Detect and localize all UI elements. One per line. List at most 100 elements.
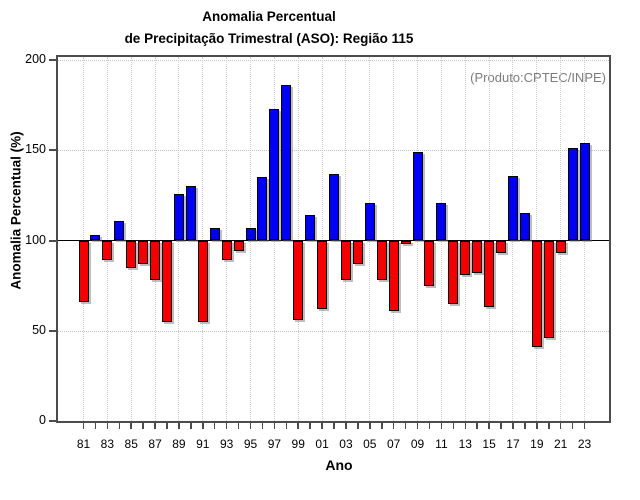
chart-title-line1: Anomalia Percentual [202, 9, 336, 24]
bar-2003 [340, 240, 351, 281]
x-axis-tick [166, 421, 168, 429]
chart-title-line2: de Precipitação Trimestral (ASO): Região… [124, 31, 414, 46]
x-axis-tick [202, 421, 204, 429]
x-tick-label: 07 [386, 437, 401, 451]
bar-2008 [400, 240, 411, 245]
bar-2023 [579, 143, 590, 241]
y-axis-tick [49, 239, 57, 242]
gridline-vertical [345, 57, 347, 421]
x-axis-tick [82, 421, 85, 429]
x-tick-label: 85 [124, 437, 138, 451]
y-tick-label: 200 [25, 52, 46, 66]
y-axis-tick [49, 149, 57, 152]
gridline-vertical [226, 57, 228, 421]
x-axis-tick [213, 421, 216, 429]
x-axis-tick [309, 421, 311, 429]
x-axis-tick [571, 421, 574, 429]
bar-1996 [257, 177, 268, 241]
x-tick-label: 11 [435, 437, 448, 451]
x-axis-tick [225, 421, 228, 429]
x-axis-tick [548, 421, 550, 429]
x-axis-tick [190, 421, 192, 429]
bar-2009 [412, 152, 423, 241]
x-tick-label: 19 [530, 437, 544, 451]
x-axis-label: Ano [325, 457, 353, 473]
x-tick-label: 21 [554, 437, 568, 451]
bar-1984 [114, 220, 125, 241]
x-tick-label: 15 [482, 437, 496, 451]
x-axis-tick [488, 421, 490, 429]
bar-1992 [209, 227, 220, 241]
bar-2006 [376, 240, 387, 281]
bar-1987 [150, 240, 161, 281]
bar-1988 [162, 240, 172, 322]
bar-2015 [484, 240, 495, 308]
x-axis-tick [261, 421, 264, 429]
gridline-horizontal [58, 150, 609, 152]
bar-1997 [269, 108, 280, 241]
x-tick-label: 05 [363, 437, 377, 451]
bar-2001 [317, 240, 328, 310]
gridline-vertical [488, 57, 490, 421]
x-tick-label: 97 [267, 437, 282, 451]
x-tick-label: 09 [410, 437, 425, 451]
x-tick-label: 81 [76, 437, 91, 451]
y-tick-label: 50 [32, 322, 46, 337]
gridline-vertical [154, 57, 156, 421]
bar-1989 [173, 193, 184, 241]
x-axis-tick [106, 421, 109, 429]
plot-frame [56, 55, 611, 423]
y-axis-label: Anomalia Percentual (%) [8, 131, 24, 290]
x-tick-label: 83 [100, 437, 115, 451]
x-axis-tick [333, 421, 335, 429]
gridline-horizontal [58, 330, 609, 332]
x-axis-tick [500, 421, 502, 429]
x-axis-tick [130, 421, 132, 429]
y-axis-tick [49, 420, 57, 422]
x-axis-tick [476, 421, 478, 429]
gridline-vertical [560, 57, 562, 421]
bar-1991 [197, 240, 208, 322]
gridline-vertical [83, 57, 84, 421]
bar-2000 [305, 215, 316, 241]
x-axis-tick [559, 421, 562, 429]
gridline-horizontal [58, 60, 609, 61]
source-annotation: (Produto:CPTEC/INPE) [470, 70, 606, 85]
x-tick-label: 23 [577, 437, 592, 451]
x-axis-tick [118, 421, 121, 429]
x-axis-tick [285, 421, 288, 429]
x-axis-tick [381, 421, 383, 429]
bar-1985 [126, 240, 137, 268]
x-axis-tick [357, 421, 359, 429]
x-axis-tick [345, 421, 347, 429]
x-tick-label: 17 [506, 437, 520, 451]
x-axis-tick [440, 421, 443, 429]
y-axis-tick [49, 329, 57, 332]
x-tick-label: 01 [315, 437, 329, 451]
y-tick-label: 100 [25, 232, 46, 247]
gridline-vertical [393, 57, 395, 421]
x-tick-label: 13 [458, 437, 472, 451]
x-axis-tick [237, 421, 240, 429]
x-axis-tick [524, 421, 526, 429]
x-tick-label: 93 [219, 437, 234, 451]
x-tick-label: 91 [196, 437, 210, 451]
bar-1999 [293, 240, 304, 320]
gridline-vertical [297, 57, 299, 421]
x-tick-label: 03 [339, 437, 353, 451]
x-axis-tick [321, 421, 323, 429]
bar-2013 [460, 240, 471, 275]
x-axis-tick [178, 421, 180, 429]
gridline-vertical [130, 57, 132, 421]
x-tick-label: 99 [291, 437, 305, 451]
x-axis-tick [428, 421, 431, 429]
bar-2005 [364, 202, 375, 241]
y-tick-label: 150 [25, 142, 46, 157]
bar-2012 [448, 240, 459, 304]
bar-2014 [472, 240, 483, 273]
bar-2004 [352, 240, 363, 264]
gridline-vertical [321, 57, 323, 421]
bar-2002 [329, 173, 340, 241]
bar-1982 [90, 235, 101, 241]
